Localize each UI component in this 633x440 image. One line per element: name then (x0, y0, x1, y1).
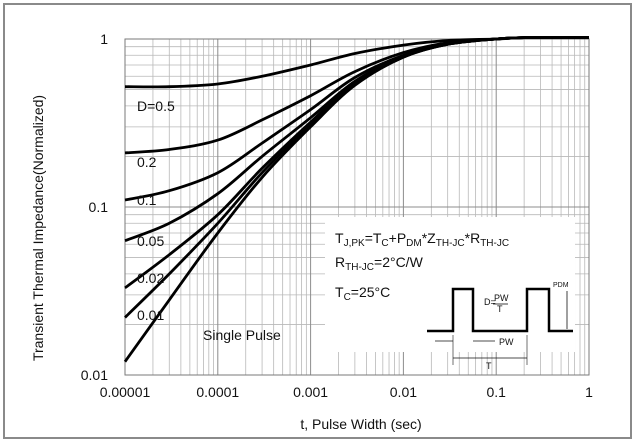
curve-label-0-01: 0.01 (137, 307, 164, 323)
inset-pw-label: PW (499, 337, 514, 347)
annotation-box: TJ,PK=TC+PDM*ZTH-JC*RTH-JC RTH-JC=2°C/W … (325, 217, 575, 371)
pulse-inset: D= PW T PDM PW T (427, 282, 573, 371)
inset-t-label: T (486, 361, 492, 371)
x-tick-label: 0.0001 (196, 384, 239, 400)
formula-annotation: TJ,PK=TC+PDM*ZTH-JC*RTH-JC (335, 230, 509, 249)
chart-frame: 0.00001 0.0001 0.001 0.01 0.1 1 0.01 0.1 1 D=0.5… (3, 3, 632, 439)
pulse-waveform (427, 287, 573, 333)
y-tick-label: 0.01 (81, 367, 108, 383)
curve-label-d-0-5: D=0.5 (137, 98, 175, 114)
curve-label-0-2: 0.2 (137, 154, 157, 170)
x-tick-label: 0.1 (486, 384, 506, 400)
curve-0-1 (124, 36, 589, 202)
x-tick-label: 0.001 (293, 384, 328, 400)
thermal-impedance-chart: 0.00001 0.0001 0.001 0.01 0.1 1 0.01 0.1 1 D=0.5… (30, 31, 593, 432)
curve-label-0-02: 0.02 (137, 270, 164, 286)
annotation-background (325, 217, 575, 352)
curve-labels: D=0.5 0.2 0.1 0.05 0.02 0.01 Single Pulse (137, 98, 281, 343)
x-axis-title: t, Pulse Width (sec) (300, 416, 421, 432)
curves (123, 36, 589, 363)
curve-label-0-1: 0.1 (137, 192, 157, 208)
inset-d-numerator: PW (494, 293, 509, 303)
y-axis-title: Transient Thermal Impedance(Normalized) (30, 95, 46, 361)
curve-single-pulse (123, 36, 589, 363)
y-tick-label: 1 (100, 31, 108, 47)
x-tick-label: 0.01 (390, 384, 417, 400)
x-tick-label: 0.00001 (100, 384, 151, 400)
curve-0-05 (124, 36, 589, 243)
tick-labels: 0.00001 0.0001 0.001 0.01 0.1 1 0.01 0.1 1 (81, 31, 593, 400)
curve-label-single-pulse: Single Pulse (203, 327, 281, 343)
inset-pdm-label: PDM (553, 282, 569, 289)
y-tick-label: 0.1 (89, 199, 109, 215)
x-tick-label: 1 (585, 384, 593, 400)
curve-label-0-05: 0.05 (137, 233, 164, 249)
inset-d-denominator: T (497, 304, 503, 314)
inset-d-label: D= (484, 297, 496, 307)
plot-border (124, 38, 590, 376)
curve-0-2 (124, 36, 589, 155)
